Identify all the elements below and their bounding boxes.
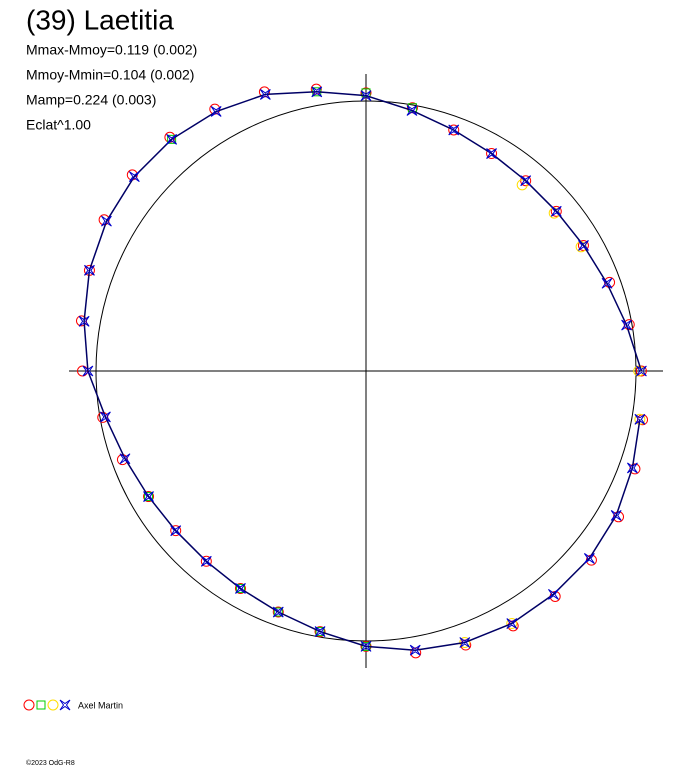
marker [170,525,182,537]
marker [610,510,622,521]
marker [143,491,155,503]
marker [78,315,90,327]
stat-line: Eclat^1.00 [26,117,91,133]
marker [548,588,559,600]
marker [506,618,518,630]
marker [459,636,471,648]
marker [100,411,111,423]
marker [119,453,131,465]
stat-line: Mmax-Mmoy=0.119 (0.002) [26,42,197,58]
marker [635,365,647,377]
marker [520,175,532,187]
marker [550,205,562,217]
marker [583,553,595,564]
marker [360,87,372,99]
stat-line: Mmoy-Mmin=0.104 (0.002) [26,67,194,83]
footer: ©2023 OdG-R8 [26,759,75,767]
marker [626,462,638,474]
marker [235,583,246,594]
marker [259,89,271,100]
legend-marker [36,700,46,710]
marker [144,492,154,502]
marker [170,525,182,537]
marker [633,365,645,377]
marker [550,205,562,217]
fit-line [83,91,643,651]
marker [167,134,177,144]
marker [506,618,518,629]
marker [101,215,112,227]
marker [315,627,325,637]
marker [311,86,323,98]
marker [128,171,140,183]
marker [516,179,528,191]
marker [486,148,498,160]
marker [272,606,284,618]
marker [459,637,471,648]
marker [634,413,646,425]
marker [448,124,460,136]
legend-marker [59,699,71,711]
marker [360,640,372,652]
marker [635,365,647,377]
chart-title: (39) Laetitia [26,4,174,35]
marker [82,365,94,377]
legend-marker [23,699,35,711]
marker [200,555,212,567]
marker [486,148,497,159]
marker [84,264,95,276]
legend-marker [47,699,59,711]
marker [234,582,246,594]
legend-label: Axel Martin [78,700,123,710]
marker [200,555,212,567]
marker [210,106,222,117]
marker [578,240,589,251]
marker [577,239,589,251]
stat-line: Mamp=0.224 (0.003) [26,92,156,108]
marker [360,90,372,102]
marker [621,319,632,331]
marker [166,133,178,145]
marker [314,626,326,638]
marker [143,491,154,502]
marker [601,277,613,289]
marker [520,175,532,187]
marker [409,644,421,656]
marker [406,105,418,116]
marker [273,607,283,617]
marker [272,606,284,618]
marker [448,124,460,136]
marker [235,583,245,593]
marker [314,626,326,637]
